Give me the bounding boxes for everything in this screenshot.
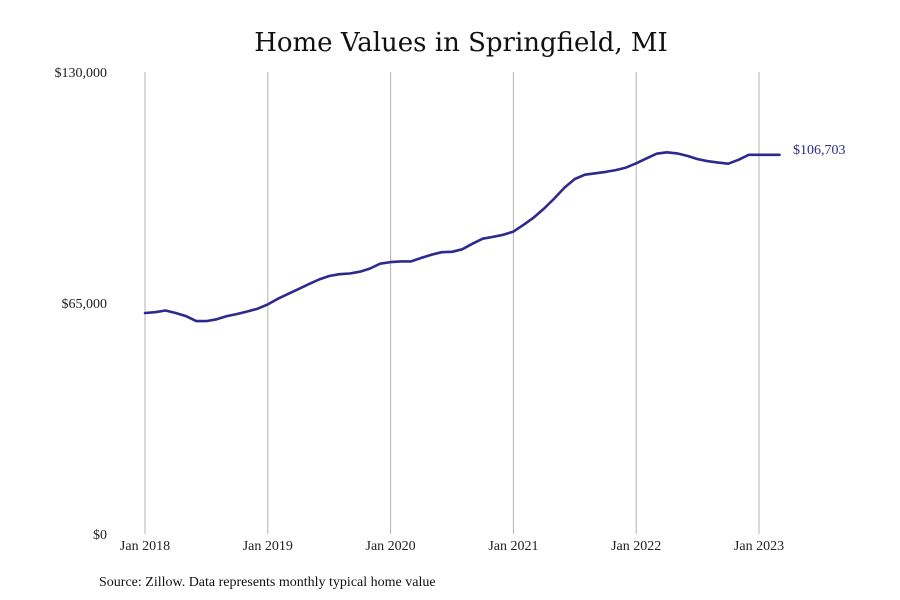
x-tick-label: Jan 2022: [611, 539, 661, 554]
y-tick-label: $65,000: [62, 297, 108, 312]
latest-value-label: $106,703: [793, 143, 846, 158]
home-value-line: [143, 151, 781, 323]
x-tick-label: Jan 2018: [120, 539, 170, 554]
x-tick-label: Jan 2023: [734, 539, 784, 554]
y-tick-label: $0: [93, 528, 107, 543]
series-line-layer: [143, 151, 781, 323]
x-tick-label: Jan 2021: [488, 539, 538, 554]
x-gridlines: [144, 72, 760, 534]
x-tick-label: Jan 2019: [243, 539, 293, 554]
source-note: Source: Zillow. Data represents monthly …: [99, 575, 436, 590]
chart-title: Home Values in Springfield, MI: [254, 28, 668, 58]
x-tick-label: Jan 2020: [366, 539, 416, 554]
y-axis-tick-labels: $0 $65,000 $130,000: [55, 66, 108, 543]
x-axis-tick-labels: Jan 2018 Jan 2019 Jan 2020 Jan 2021 Jan 2022…: [120, 539, 784, 554]
y-tick-label: $130,000: [55, 66, 108, 81]
